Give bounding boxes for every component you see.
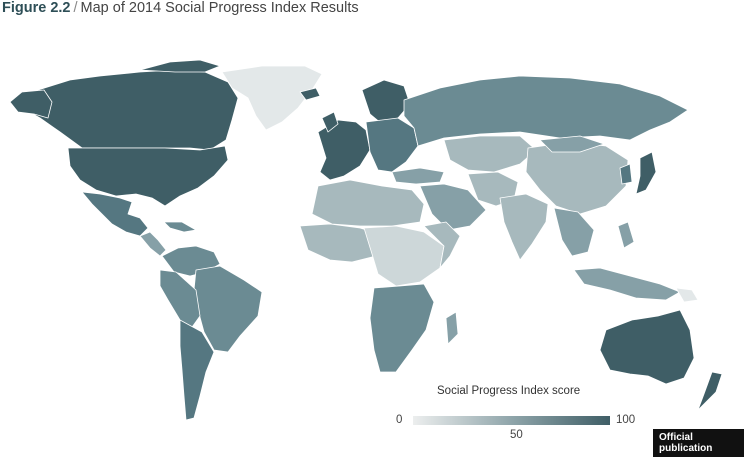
- region-central-africa: [363, 225, 445, 287]
- region-east-africa: [423, 221, 461, 269]
- figure-caption: Map of 2014 Social Progress Index Result…: [80, 0, 359, 16]
- region-new-zealand: [697, 371, 723, 411]
- region-alaska: [9, 89, 53, 119]
- official-publication-badge: Official publication: [653, 429, 744, 457]
- region-iceland: [299, 87, 321, 101]
- region-australia: [599, 309, 695, 385]
- region-russia: [403, 75, 689, 147]
- region-middle-east: [419, 183, 487, 231]
- region-british-isles: [321, 111, 339, 133]
- region-madagascar: [445, 311, 459, 345]
- region-korea: [619, 163, 633, 185]
- region-north-africa: [311, 179, 425, 227]
- world-map: [9, 59, 723, 421]
- region-southern-cone: [179, 319, 215, 421]
- figure-title: Figure 2.2/Map of 2014 Social Progress I…: [2, 0, 359, 16]
- region-eastern-europe: [365, 117, 419, 173]
- title-separator: /: [73, 0, 78, 16]
- region-arctic-islands: [139, 59, 221, 73]
- legend-min-label: 0: [396, 414, 403, 426]
- region-central-asia: [443, 135, 537, 173]
- figure-number: Figure 2.2: [2, 0, 71, 16]
- legend-mid-label: 50: [510, 429, 523, 441]
- region-japan: [635, 151, 657, 195]
- region-united-states: [67, 145, 229, 207]
- region-western-europe: [317, 119, 371, 181]
- region-turkey: [391, 167, 445, 185]
- region-caribbean: [163, 221, 197, 233]
- region-southern-africa: [369, 283, 435, 373]
- legend-gradient-bar: [413, 416, 610, 425]
- region-scandinavia: [361, 79, 411, 125]
- legend-max-label: 100: [616, 414, 636, 426]
- region-greenland: [221, 65, 323, 131]
- legend-title: Social Progress Index score: [437, 385, 581, 397]
- region-philippines: [617, 221, 635, 249]
- region-indonesia: [573, 267, 681, 301]
- region-mongolia: [539, 135, 605, 153]
- region-southeast-asia: [553, 207, 595, 257]
- region-central-america: [139, 231, 167, 257]
- region-papua-new-guinea: [675, 287, 699, 303]
- region-mexico: [81, 191, 149, 237]
- region-india: [499, 193, 549, 261]
